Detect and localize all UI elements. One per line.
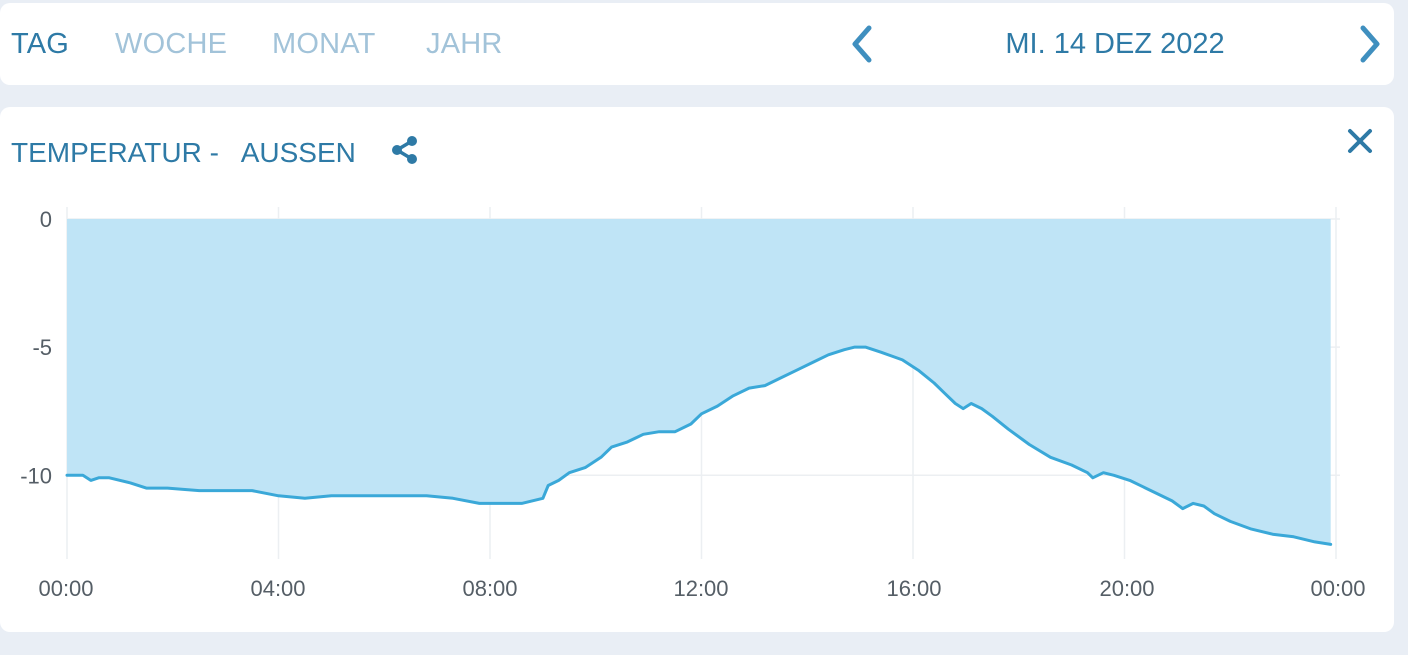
close-icon (1348, 129, 1372, 153)
tab-jahr[interactable]: JAHR (426, 28, 503, 60)
y-tick-label: 0 (40, 207, 52, 232)
x-tick-label: 00:00 (38, 576, 93, 601)
close-button[interactable] (1346, 127, 1374, 155)
x-tick-label: 08:00 (462, 576, 517, 601)
share-button[interactable] (390, 134, 420, 166)
temperature-chart-card: TEMPERATUR - AUSSEN 00:00 04:00 08:00 12:00… (0, 107, 1394, 632)
x-tick-label: 12:00 (673, 576, 728, 601)
current-date-label: MI. 14 DEZ 2022 (1005, 28, 1225, 60)
y-tick-label: -5 (32, 335, 52, 360)
next-day-button[interactable] (1355, 24, 1385, 64)
tab-tag[interactable]: TAG (11, 28, 70, 60)
share-icon (392, 136, 417, 164)
chart-title: TEMPERATUR - AUSSEN (11, 137, 356, 168)
tab-woche[interactable]: WOCHE (115, 28, 228, 60)
period-toolbar: TAG WOCHE MONAT JAHR MI. 14 DEZ 2022 (0, 3, 1394, 85)
tab-monat[interactable]: MONAT (272, 28, 376, 60)
chevron-right-icon (1360, 25, 1380, 63)
temperature-series-line (65, 345, 1333, 546)
y-tick-label: -10 (20, 463, 52, 488)
x-tick-label: 00:00 (1310, 576, 1365, 601)
x-tick-label: 16:00 (886, 576, 941, 601)
temperature-chart: 00:00 04:00 08:00 12:00 16:00 20:00 00:00 0 -5 -1… (20, 207, 1366, 601)
chevron-left-icon (852, 25, 872, 63)
chart-tick-labels: 00:00 04:00 08:00 12:00 16:00 20:00 00:00 0 -5 -1… (20, 207, 1365, 601)
previous-day-button[interactable] (847, 24, 877, 64)
x-tick-label: 04:00 (250, 576, 305, 601)
chart-area-layer (65, 219, 1333, 546)
temperature-area-fill (67, 219, 1331, 545)
x-tick-label: 20:00 (1099, 576, 1154, 601)
